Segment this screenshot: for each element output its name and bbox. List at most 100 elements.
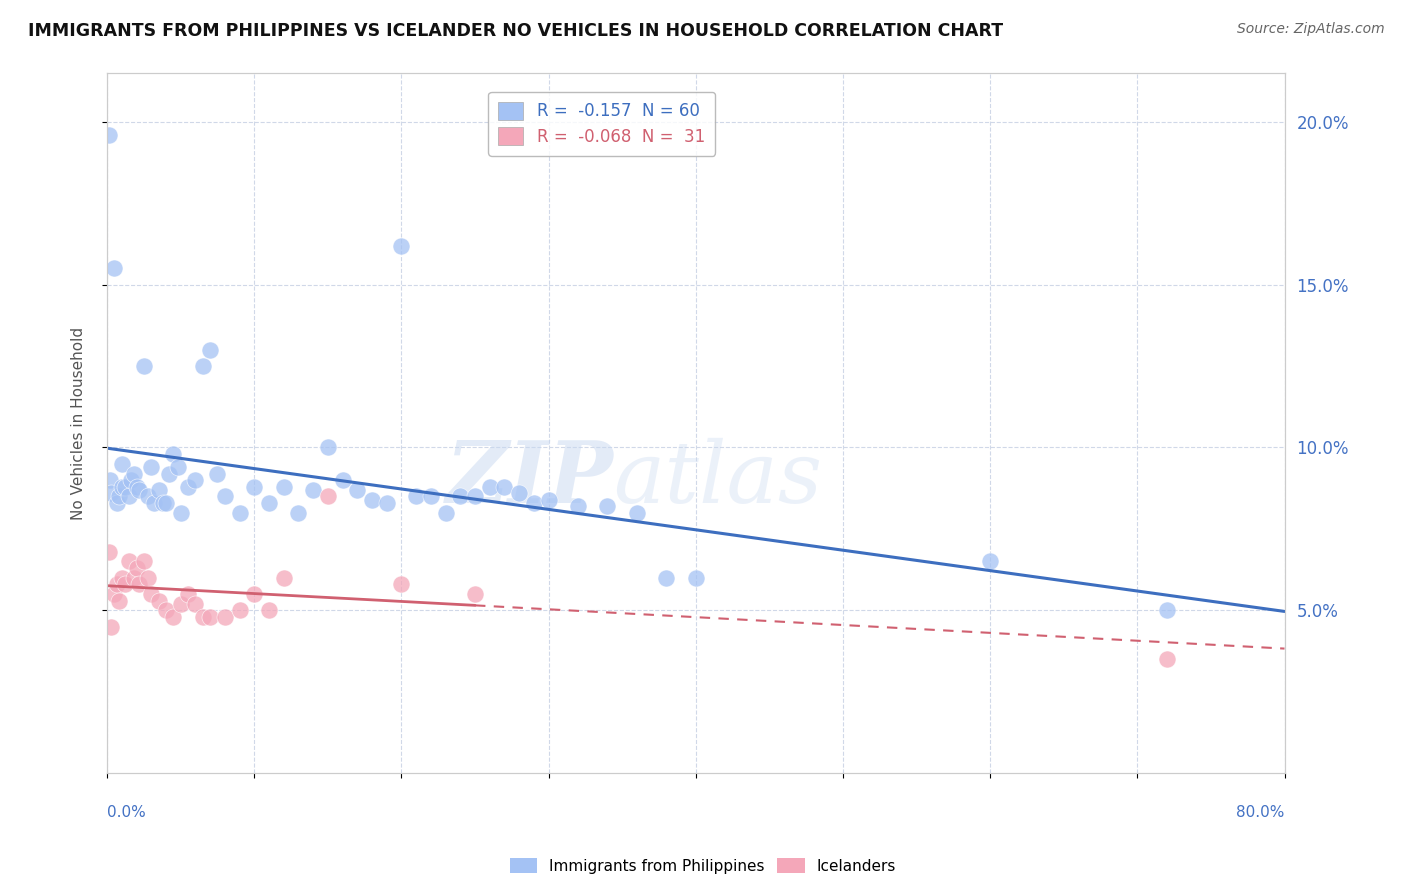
- Point: [228, 603, 250, 617]
- Point: [128, 577, 150, 591]
- Point: [155, 603, 177, 617]
- Point: [523, 496, 546, 510]
- Point: [685, 571, 707, 585]
- Point: [148, 593, 170, 607]
- Point: [162, 447, 184, 461]
- Point: [361, 492, 384, 507]
- Point: [273, 479, 295, 493]
- Y-axis label: No Vehicles in Household: No Vehicles in Household: [72, 326, 86, 520]
- Point: [132, 359, 155, 373]
- Point: [98, 473, 121, 487]
- Point: [105, 577, 128, 591]
- Point: [177, 479, 200, 493]
- Point: [979, 554, 1001, 568]
- Point: [100, 619, 122, 633]
- Point: [596, 499, 619, 513]
- Point: [287, 506, 309, 520]
- Point: [419, 489, 441, 503]
- Text: 0.0%: 0.0%: [107, 805, 146, 820]
- Point: [257, 496, 280, 510]
- Point: [108, 489, 131, 503]
- Point: [128, 483, 150, 497]
- Point: [464, 587, 486, 601]
- Point: [136, 489, 159, 503]
- Point: [243, 587, 266, 601]
- Point: [97, 544, 120, 558]
- Point: [120, 473, 142, 487]
- Point: [655, 571, 678, 585]
- Point: [169, 506, 191, 520]
- Point: [122, 571, 145, 585]
- Point: [257, 603, 280, 617]
- Point: [346, 483, 368, 497]
- Point: [177, 587, 200, 601]
- Point: [243, 479, 266, 493]
- Point: [228, 506, 250, 520]
- Point: [141, 587, 163, 601]
- Point: [97, 128, 120, 142]
- Point: [537, 492, 560, 507]
- Point: [391, 577, 413, 591]
- Point: [108, 593, 131, 607]
- Point: [494, 479, 516, 493]
- Point: [508, 486, 530, 500]
- Point: [184, 473, 207, 487]
- Point: [105, 496, 128, 510]
- Legend: R =  -0.157  N = 60, R =  -0.068  N =  31: R = -0.157 N = 60, R = -0.068 N = 31: [488, 92, 714, 156]
- Point: [103, 587, 125, 601]
- Point: [184, 597, 207, 611]
- Point: [332, 473, 354, 487]
- Point: [567, 499, 589, 513]
- Point: [132, 554, 155, 568]
- Text: atlas: atlas: [613, 438, 823, 520]
- Point: [449, 489, 471, 503]
- Point: [1156, 652, 1178, 666]
- Point: [111, 479, 134, 493]
- Point: [157, 467, 180, 481]
- Point: [198, 343, 221, 357]
- Point: [375, 496, 398, 510]
- Point: [125, 561, 148, 575]
- Point: [207, 467, 229, 481]
- Point: [191, 359, 214, 373]
- Point: [434, 506, 457, 520]
- Point: [169, 597, 191, 611]
- Point: [166, 460, 188, 475]
- Point: [302, 483, 325, 497]
- Point: [118, 554, 141, 568]
- Point: [141, 460, 163, 475]
- Point: [391, 238, 413, 252]
- Point: [152, 496, 174, 510]
- Point: [100, 486, 122, 500]
- Point: [136, 571, 159, 585]
- Point: [111, 571, 134, 585]
- Point: [148, 483, 170, 497]
- Text: IMMIGRANTS FROM PHILIPPINES VS ICELANDER NO VEHICLES IN HOUSEHOLD CORRELATION CH: IMMIGRANTS FROM PHILIPPINES VS ICELANDER…: [28, 22, 1004, 40]
- Text: 80.0%: 80.0%: [1236, 805, 1285, 820]
- Text: Source: ZipAtlas.com: Source: ZipAtlas.com: [1237, 22, 1385, 37]
- Text: ZIP: ZIP: [446, 437, 613, 521]
- Point: [114, 577, 136, 591]
- Point: [122, 467, 145, 481]
- Point: [1156, 603, 1178, 617]
- Point: [316, 489, 339, 503]
- Point: [191, 609, 214, 624]
- Point: [198, 609, 221, 624]
- Point: [273, 571, 295, 585]
- Point: [111, 457, 134, 471]
- Point: [143, 496, 166, 510]
- Point: [118, 489, 141, 503]
- Point: [405, 489, 427, 503]
- Point: [162, 609, 184, 624]
- Point: [316, 441, 339, 455]
- Legend: Immigrants from Philippines, Icelanders: Immigrants from Philippines, Icelanders: [503, 852, 903, 880]
- Point: [155, 496, 177, 510]
- Point: [478, 479, 501, 493]
- Point: [103, 261, 125, 276]
- Point: [214, 489, 236, 503]
- Point: [114, 479, 136, 493]
- Point: [125, 479, 148, 493]
- Point: [626, 506, 648, 520]
- Point: [464, 489, 486, 503]
- Point: [214, 609, 236, 624]
